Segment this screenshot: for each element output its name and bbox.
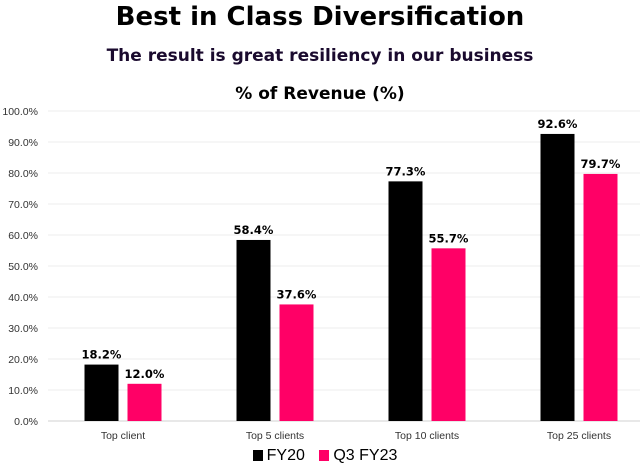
- y-tick-label: 40.0%: [8, 292, 38, 304]
- data-label: 58.4%: [234, 223, 274, 237]
- y-tick-label: 50.0%: [8, 261, 38, 273]
- bar-fy20: [540, 133, 575, 421]
- data-label: 77.3%: [386, 164, 426, 178]
- bar-q3-fy23: [583, 173, 618, 421]
- data-label: 12.0%: [125, 367, 165, 381]
- data-label: 37.6%: [277, 287, 317, 301]
- y-tick-label: 70.0%: [8, 199, 38, 211]
- data-label: 55.7%: [429, 231, 469, 245]
- y-tick-label: 60.0%: [8, 230, 38, 242]
- x-tick-label: Top 5 clients: [246, 430, 304, 442]
- y-tick-label: 80.0%: [8, 168, 38, 180]
- bar-q3-fy23: [431, 248, 466, 421]
- bar-fy20: [84, 364, 119, 421]
- data-label: 18.2%: [82, 348, 122, 362]
- bar-fy20: [236, 239, 271, 421]
- legend-label-fy20: FY20: [266, 447, 305, 464]
- data-label: 92.6%: [538, 117, 578, 131]
- bar-fy20: [388, 181, 423, 421]
- legend-swatch-fy20: [252, 450, 263, 461]
- data-label: 79.7%: [581, 157, 621, 171]
- legend-swatch-q3fy23: [319, 450, 330, 461]
- y-tick-label: 30.0%: [8, 323, 38, 335]
- y-tick-label: 0.0%: [14, 416, 38, 428]
- page-subtitle: The result is great resiliency in our bu…: [106, 46, 534, 66]
- y-tick-label: 100.0%: [2, 106, 38, 118]
- bar-q3-fy23: [279, 304, 314, 421]
- bar-q3-fy23: [127, 383, 162, 421]
- page-title: Best in Class Diversification: [115, 2, 525, 32]
- y-tick-label: 20.0%: [8, 354, 38, 366]
- chart-title: % of Revenue (%): [235, 84, 405, 104]
- y-tick-label: 10.0%: [8, 385, 38, 397]
- x-tick-label: Top 25 clients: [547, 430, 611, 442]
- x-tick-label: Top client: [101, 430, 145, 442]
- y-tick-label: 90.0%: [8, 137, 38, 149]
- legend: FY20 Q3 FY23: [0, 447, 640, 465]
- legend-label-q3fy23: Q3 FY23: [333, 447, 398, 464]
- x-tick-label: Top 10 clients: [395, 430, 459, 442]
